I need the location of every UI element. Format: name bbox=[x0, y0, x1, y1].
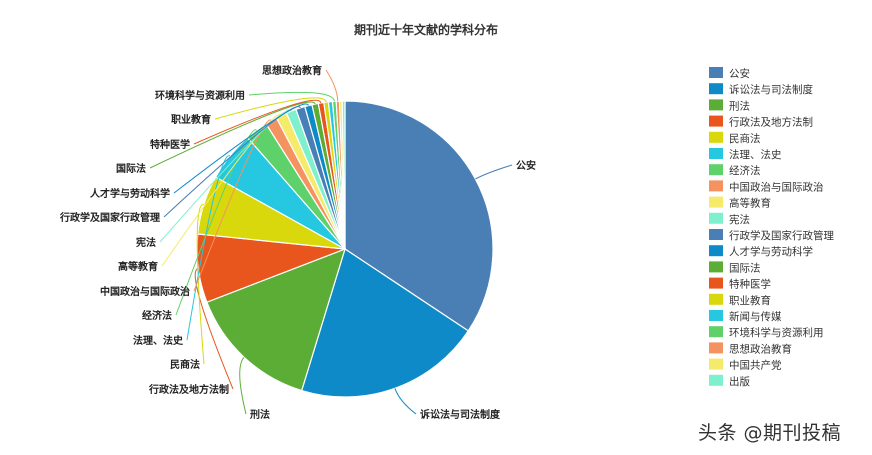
leader-line-2 bbox=[394, 388, 417, 415]
chart-title: 期刊近十年文献的学科分布 bbox=[354, 22, 498, 37]
slice-label-7: 经济法 bbox=[142, 309, 172, 322]
legend-item-14[interactable]: 特种医学 bbox=[729, 278, 771, 291]
legend-swatch-18[interactable] bbox=[709, 342, 723, 354]
leader-line-7 bbox=[175, 129, 257, 316]
legend-swatch-16[interactable] bbox=[709, 310, 723, 321]
leader-line-17 bbox=[248, 91, 335, 102]
legend-item-3[interactable]: 刑法 bbox=[729, 99, 750, 112]
legend-swatch-9[interactable] bbox=[709, 196, 723, 208]
legend-swatch-5[interactable] bbox=[709, 131, 723, 143]
leader-lines bbox=[149, 69, 513, 415]
legend-item-13[interactable]: 国际法 bbox=[729, 261, 761, 274]
slice-label-8: 中国政治与国际政治 bbox=[100, 285, 190, 298]
leader-line-3 bbox=[239, 356, 247, 415]
slice-label-10: 宪法 bbox=[136, 236, 156, 249]
slice-label-12: 人才学与劳动科学 bbox=[90, 187, 170, 200]
slice-label-11: 行政学及国家行政管理 bbox=[59, 211, 160, 224]
legend-item-8[interactable]: 中国政治与国际政治 bbox=[729, 180, 824, 193]
pie-slice-2 bbox=[300, 248, 470, 398]
legend-item-7[interactable]: 经济法 bbox=[729, 164, 761, 177]
leader-line-1 bbox=[475, 164, 513, 180]
legend-item-1[interactable]: 公安 bbox=[729, 67, 750, 80]
legend-swatch-11[interactable] bbox=[709, 229, 723, 240]
legend-item-6[interactable]: 法理、法史 bbox=[729, 148, 782, 161]
leader-line-8 bbox=[193, 119, 272, 292]
slice-label-3: 刑法 bbox=[250, 408, 270, 421]
leader-line-14 bbox=[193, 99, 322, 145]
leader-line-5 bbox=[196, 204, 205, 365]
legend-swatch-10[interactable] bbox=[709, 212, 723, 224]
legend-item-19[interactable]: 中国共产党 bbox=[729, 359, 782, 372]
legend-swatch-15[interactable] bbox=[709, 293, 723, 305]
legend-swatch-8[interactable] bbox=[709, 180, 723, 192]
legend-item-17[interactable]: 环境科学与资源利用 bbox=[729, 326, 824, 339]
legend-item-9[interactable]: 高等教育 bbox=[729, 197, 771, 210]
legend-swatch-13[interactable] bbox=[709, 261, 723, 273]
slice-label-18: 思想政治教育 bbox=[262, 64, 322, 77]
leader-line-4 bbox=[194, 268, 234, 390]
legend-swatch-12[interactable] bbox=[709, 245, 723, 257]
leader-line-12 bbox=[173, 103, 309, 194]
legend-item-15[interactable]: 职业教育 bbox=[729, 294, 771, 307]
slice-label-5: 民商法 bbox=[170, 358, 200, 371]
slice-label-13: 国际法 bbox=[116, 162, 146, 175]
leader-line-15 bbox=[214, 97, 327, 120]
legend-item-11[interactable]: 行政学及国家行政管理 bbox=[729, 229, 834, 242]
legend-swatch-2[interactable] bbox=[709, 83, 723, 95]
slice-label-6: 法理、法史 bbox=[133, 334, 184, 347]
legend-swatch-3[interactable] bbox=[709, 99, 723, 111]
pie-slices bbox=[196, 100, 494, 398]
slice-label-4: 行政法及地方法制 bbox=[148, 383, 229, 396]
slice-label-1: 公安 bbox=[516, 159, 536, 172]
legend-item-18[interactable]: 思想政治教育 bbox=[729, 342, 792, 355]
legend-item-2[interactable]: 诉讼法与司法制度 bbox=[729, 83, 813, 96]
legend-swatch-1[interactable] bbox=[709, 67, 723, 78]
legend-item-12[interactable]: 人才学与劳动科学 bbox=[729, 245, 813, 258]
leader-line-18 bbox=[325, 69, 339, 102]
slice-label-14: 特种医学 bbox=[150, 138, 190, 151]
watermark: 头条 @期刊投稿 bbox=[698, 422, 842, 444]
legend-item-4[interactable]: 行政法及地方法制 bbox=[729, 116, 813, 129]
legend-item-16[interactable]: 新闻与传媒 bbox=[729, 310, 782, 323]
legend-swatch-14[interactable] bbox=[709, 277, 723, 289]
leader-line-6 bbox=[186, 155, 231, 341]
leader-line-9 bbox=[161, 113, 282, 267]
slice-label-15: 职业教育 bbox=[171, 113, 211, 126]
legend-swatch-20[interactable] bbox=[709, 374, 723, 386]
legend-swatch-6[interactable] bbox=[709, 148, 723, 159]
legend-item-10[interactable]: 宪法 bbox=[729, 213, 750, 226]
legend-swatch-4[interactable] bbox=[709, 115, 723, 127]
leader-line-13 bbox=[149, 101, 316, 169]
legend-swatch-17[interactable] bbox=[709, 326, 723, 338]
slice-label-17: 环境科学与资源利用 bbox=[155, 89, 245, 102]
pie-slice-20 bbox=[341, 100, 346, 250]
leader-line-10 bbox=[159, 109, 292, 243]
slice-label-2: 诉讼法与司法制度 bbox=[420, 408, 501, 421]
slice-label-9: 高等教育 bbox=[118, 260, 158, 273]
legend-item-20[interactable]: 出版 bbox=[729, 375, 750, 388]
pie-slice-3 bbox=[206, 247, 346, 392]
legend-swatch-19[interactable] bbox=[709, 358, 723, 370]
legend: 公安诉讼法与司法制度刑法行政法及地方法制民商法法理、法史经济法中国政治与国际政治… bbox=[709, 67, 834, 388]
legend-swatch-7[interactable] bbox=[709, 164, 723, 176]
legend-item-5[interactable]: 民商法 bbox=[729, 132, 761, 145]
